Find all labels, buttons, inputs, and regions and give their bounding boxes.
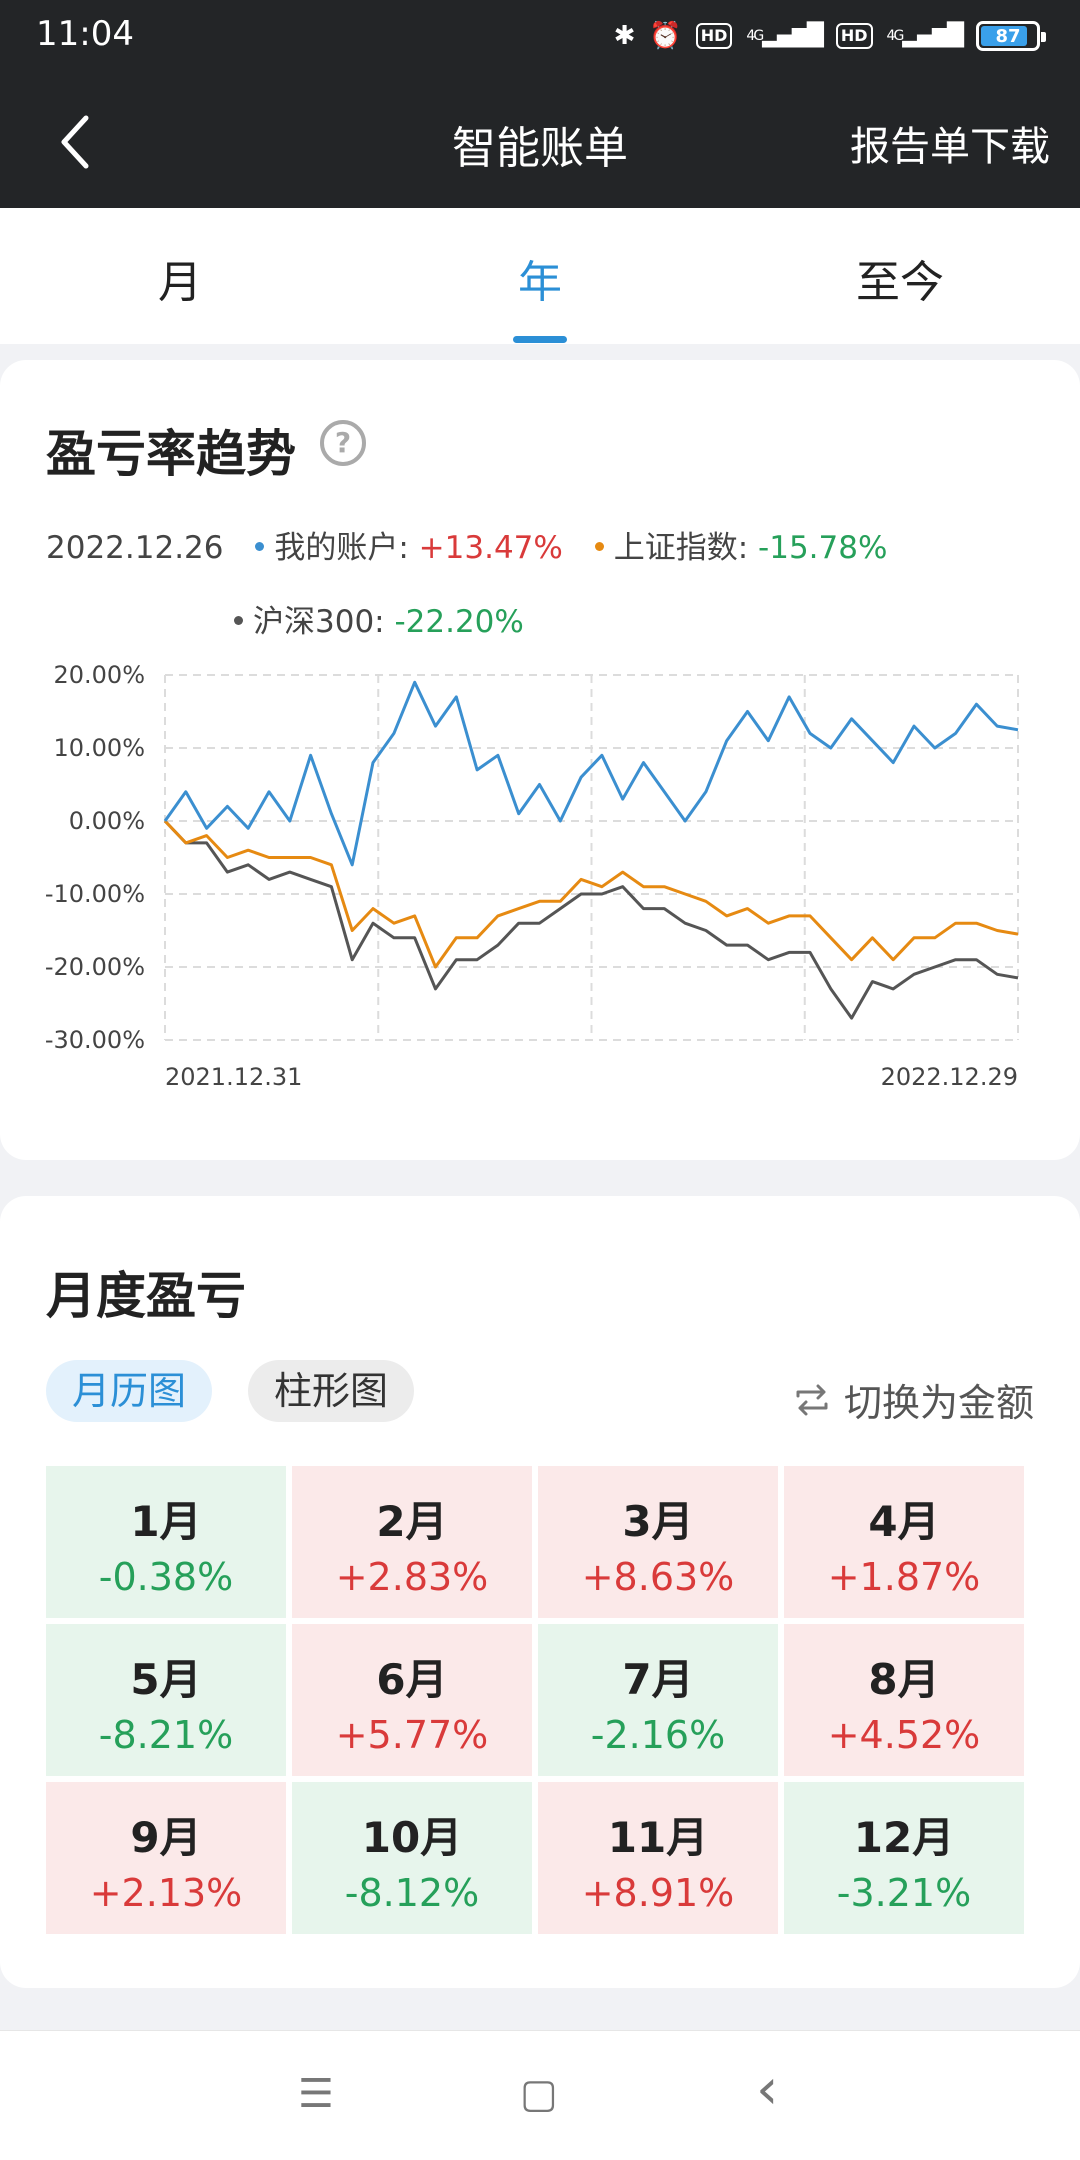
status-time: 11:04 xyxy=(36,14,134,54)
month-cell-7[interactable]: 7月 -2.16% xyxy=(538,1624,778,1776)
month-value: -3.21% xyxy=(836,1871,972,1915)
legend-dot-sse xyxy=(594,542,604,551)
month-value: -8.21% xyxy=(98,1713,234,1757)
month-value: -0.38% xyxy=(98,1555,234,1599)
period-tabs: 月 年 至今 xyxy=(0,208,1080,344)
month-cell-5[interactable]: 5月 -8.21% xyxy=(46,1624,286,1776)
legend-label-account: 我的账户: xyxy=(274,530,419,566)
network-type-label-2: 4G xyxy=(886,28,905,44)
legend-date: 2022.12.26 xyxy=(46,530,224,566)
trend-card: 盈亏率趋势 ? 2022.12.26 我的账户: +13.47% 上证指数: -… xyxy=(0,360,1080,1160)
month-value: +2.13% xyxy=(89,1871,243,1915)
series-line-我的账户 xyxy=(163,680,1019,867)
status-bar: 11:04 ✱ ⏰ HD 4G▂▄▆█ HD 4G▂▄▆█ 87 xyxy=(0,0,1080,72)
tab-indicator xyxy=(513,336,567,343)
month-cell-8[interactable]: 8月 +4.52% xyxy=(784,1624,1024,1776)
month-label: 11月 xyxy=(607,1813,709,1862)
legend-dot-account xyxy=(255,542,265,551)
month-label: 3月 xyxy=(622,1497,694,1546)
help-icon[interactable]: ? xyxy=(320,420,366,466)
y-tick-label: 0.00% xyxy=(69,807,145,835)
trend-title: 盈亏率趋势 xyxy=(46,425,296,483)
tab-to-date[interactable]: 至今 xyxy=(856,257,944,308)
swap-icon xyxy=(796,1384,828,1415)
month-value: +1.87% xyxy=(827,1555,981,1599)
signal-icon-2: 4G▂▄▆█ xyxy=(886,23,964,48)
signal-icon: 4G▂▄▆█ xyxy=(746,23,823,48)
y-tick-label: -20.00% xyxy=(45,953,145,981)
month-grid: 1月 -0.38% 2月 +2.83% 3月 +8.63% 4月 +1.87% 5月 -8… xyxy=(46,1466,1030,1934)
month-cell-6[interactable]: 6月 +5.77% xyxy=(292,1624,532,1776)
calendar-view-button[interactable]: 月历图 xyxy=(46,1360,212,1422)
x-tick-label-end: 2022.12.29 xyxy=(881,1063,1018,1091)
month-label: 4月 xyxy=(868,1497,940,1546)
bar-view-button[interactable]: 柱形图 xyxy=(248,1360,414,1422)
tab-month[interactable]: 月 xyxy=(158,257,202,308)
month-value: +8.63% xyxy=(581,1555,735,1599)
month-cell-11[interactable]: 11月 +8.91% xyxy=(538,1782,778,1934)
monthly-title: 月度盈亏 xyxy=(46,1267,246,1325)
legend-row-1: 2022.12.26 我的账户: +13.47% 上证指数: -15.78% xyxy=(46,522,887,567)
month-value: -8.12% xyxy=(344,1871,480,1915)
bluetooth-icon: ✱ xyxy=(613,21,636,51)
month-cell-10[interactable]: 10月 -8.12% xyxy=(292,1782,532,1934)
month-value: +2.83% xyxy=(335,1555,489,1599)
month-cell-3[interactable]: 3月 +8.63% xyxy=(538,1466,778,1618)
month-value: +8.91% xyxy=(581,1871,735,1915)
trend-chart-svg: 20.00% 10.00% 0.00% -10.00% -20.00% -30.00% 20… xyxy=(45,661,1019,1091)
legend-value-sse: -15.78% xyxy=(758,530,888,566)
page-title: 智能账单 xyxy=(452,123,628,174)
network-type-label: 4G xyxy=(746,28,764,44)
hd-icon-2: HD xyxy=(835,23,873,49)
system-nav-bar: ☰ ▢ ‹ xyxy=(0,2030,1080,2160)
month-label: 12月 xyxy=(853,1813,955,1862)
battery-level: 87 xyxy=(995,25,1021,47)
month-cell-4[interactable]: 4月 +1.87% xyxy=(784,1466,1024,1618)
legend-value-account: +13.47% xyxy=(418,530,563,566)
y-tick-label: -10.00% xyxy=(45,880,145,908)
month-value: +5.77% xyxy=(335,1713,489,1757)
month-cell-1[interactable]: 1月 -0.38% xyxy=(46,1466,286,1618)
legend-value-csi300: -22.20% xyxy=(394,604,524,640)
month-label: 5月 xyxy=(130,1655,202,1704)
chevron-left-icon xyxy=(61,115,89,169)
switch-amount-button[interactable]: 切换为金额 xyxy=(792,1372,1034,1427)
home-icon[interactable]: ▢ xyxy=(520,2071,558,2117)
back-nav-icon[interactable]: ‹ xyxy=(756,2057,779,2122)
month-label: 1月 xyxy=(130,1497,202,1546)
month-value: +4.52% xyxy=(827,1713,981,1757)
series-line-沪深300 xyxy=(163,819,1019,1020)
menu-icon[interactable]: ☰ xyxy=(298,2071,334,2117)
trend-chart[interactable]: 20.00% 10.00% 0.00% -10.00% -20.00% -30.00% 20… xyxy=(0,650,1080,1120)
legend-label-csi300: 沪深300: xyxy=(253,604,395,640)
month-cell-9[interactable]: 9月 +2.13% xyxy=(46,1782,286,1934)
month-label: 8月 xyxy=(868,1655,940,1704)
back-button[interactable] xyxy=(50,112,110,172)
x-tick-label-start: 2021.12.31 xyxy=(165,1063,302,1091)
hd-icon: HD xyxy=(695,23,733,49)
switch-amount-label: 切换为金额 xyxy=(843,1381,1034,1425)
legend-label-sse: 上证指数: xyxy=(613,530,759,566)
legend-row-2: 沪深300: -22.20% xyxy=(214,596,524,641)
battery-icon: 87 xyxy=(976,21,1046,51)
month-label: 7月 xyxy=(622,1655,694,1704)
y-tick-label: -30.00% xyxy=(45,1026,145,1054)
month-label: 10月 xyxy=(361,1813,463,1862)
month-value: -2.16% xyxy=(590,1713,726,1757)
series-line-上证指数 xyxy=(163,819,1019,969)
nav-bar: 智能账单 报告单下载 xyxy=(0,72,1080,208)
month-cell-2[interactable]: 2月 +2.83% xyxy=(292,1466,532,1618)
month-label: 2月 xyxy=(376,1497,448,1546)
tab-year[interactable]: 年 xyxy=(518,257,562,308)
download-report-button[interactable]: 报告单下载 xyxy=(850,124,1050,170)
y-tick-label: 10.00% xyxy=(53,734,145,762)
month-label: 9月 xyxy=(130,1813,202,1862)
month-label: 6月 xyxy=(376,1655,448,1704)
legend-dot-csi300 xyxy=(234,616,243,625)
month-cell-12[interactable]: 12月 -3.21% xyxy=(784,1782,1024,1934)
alarm-icon: ⏰ xyxy=(649,21,682,51)
y-tick-label: 20.00% xyxy=(53,661,145,689)
